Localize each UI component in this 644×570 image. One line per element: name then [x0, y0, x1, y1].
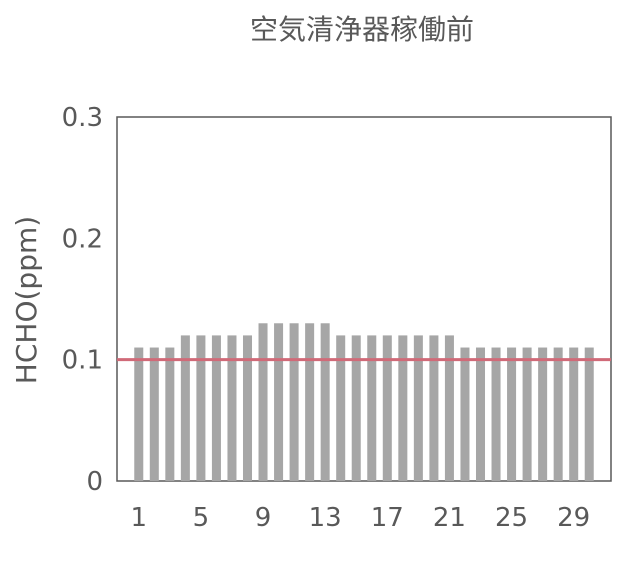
- bar-12: [305, 323, 315, 481]
- plot-frame: [116, 116, 612, 482]
- y-tick-label: 0.1: [62, 346, 103, 376]
- bar-10: [274, 323, 284, 481]
- chart-title: 空気清浄器稼働前: [249, 13, 474, 46]
- bar-23: [475, 347, 486, 481]
- bar-19: [413, 335, 423, 481]
- bar-7: [227, 335, 237, 481]
- y-axis-label: HCHO(ppm): [10, 216, 43, 384]
- bar-6: [211, 335, 221, 481]
- bar-11: [289, 323, 299, 481]
- bar-2: [149, 347, 159, 481]
- bar-17: [382, 335, 392, 481]
- bar-9: [258, 323, 268, 481]
- bar-24: [491, 347, 501, 481]
- bar-20: [429, 335, 439, 481]
- bar-3: [165, 347, 175, 481]
- x-tick-label: 9: [255, 503, 272, 533]
- x-tick-label: 29: [557, 503, 590, 533]
- bar-4: [180, 335, 190, 481]
- bar-27: [538, 347, 548, 481]
- bar-14: [336, 335, 346, 481]
- bar-29: [569, 347, 579, 481]
- bar-15: [351, 335, 361, 481]
- bar-21: [444, 335, 454, 481]
- bar-8: [242, 335, 253, 481]
- bar-25: [507, 347, 517, 481]
- bar-26: [522, 347, 532, 481]
- y-tick-label: 0: [86, 467, 103, 497]
- bar-30: [584, 347, 594, 481]
- bar-16: [367, 335, 377, 481]
- x-tick-label: 17: [371, 503, 404, 533]
- bar-28: [553, 347, 563, 481]
- bar-18: [398, 335, 408, 481]
- bar-5: [196, 335, 206, 481]
- x-tick-label: 25: [495, 503, 528, 533]
- x-tick-label: 5: [193, 503, 210, 533]
- y-tick-label: 0.2: [62, 224, 103, 254]
- y-tick-label: 0.3: [62, 103, 103, 133]
- x-tick-label: 1: [130, 503, 147, 533]
- x-tick-label: 21: [433, 503, 466, 533]
- x-tick-label: 13: [309, 503, 342, 533]
- bar-22: [460, 347, 470, 481]
- bar-13: [320, 323, 330, 481]
- bar-1: [134, 347, 144, 481]
